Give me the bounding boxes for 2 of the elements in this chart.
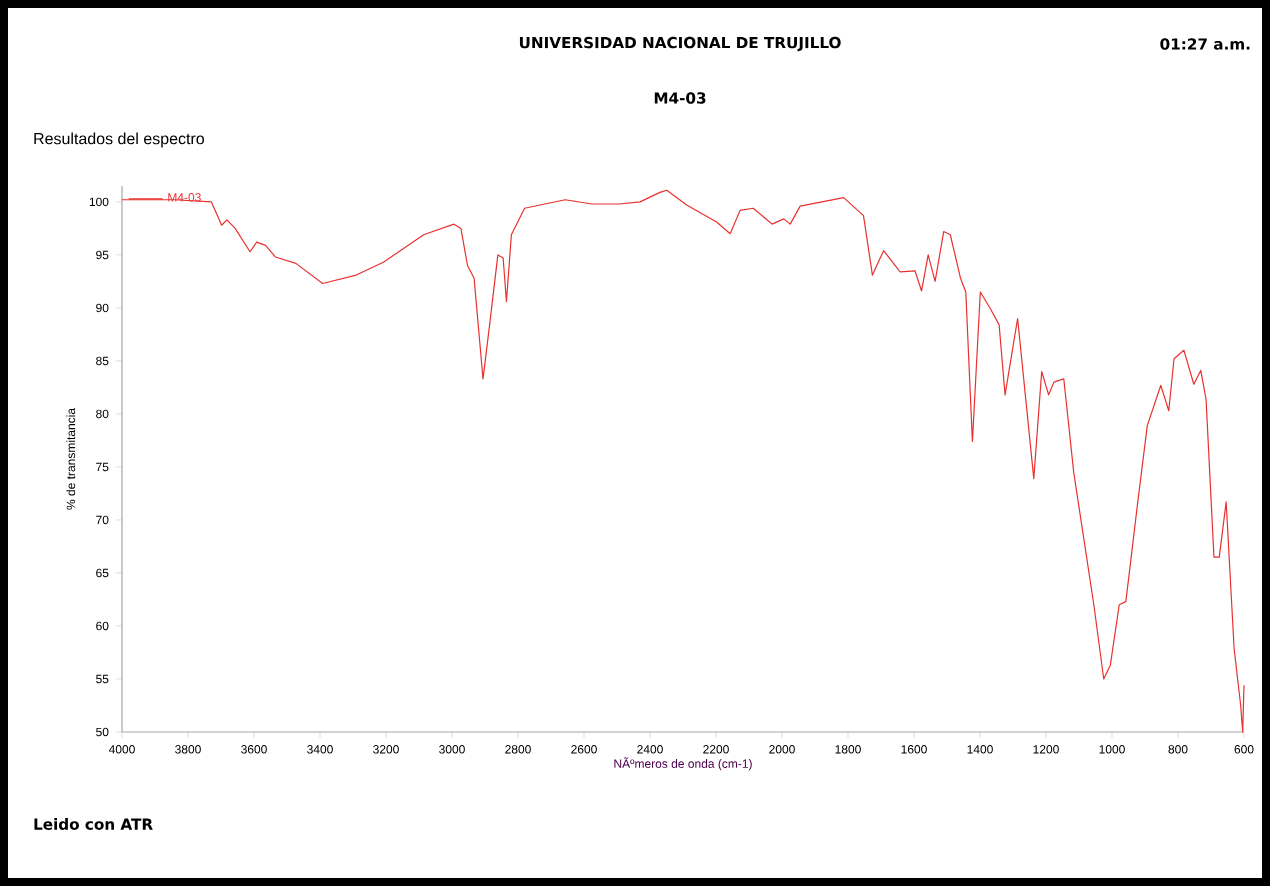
text: Resultados del espectro [34, 132, 204, 148]
line-series [121, 189, 1245, 733]
